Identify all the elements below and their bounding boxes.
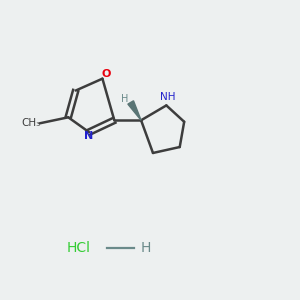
Polygon shape	[128, 101, 141, 120]
Text: H: H	[121, 94, 128, 104]
Text: HCl: HCl	[67, 241, 91, 255]
Text: H: H	[141, 241, 152, 255]
Text: N: N	[84, 131, 93, 141]
Text: CH₃: CH₃	[22, 118, 41, 128]
Text: NH: NH	[160, 92, 176, 102]
Text: O: O	[101, 69, 111, 79]
